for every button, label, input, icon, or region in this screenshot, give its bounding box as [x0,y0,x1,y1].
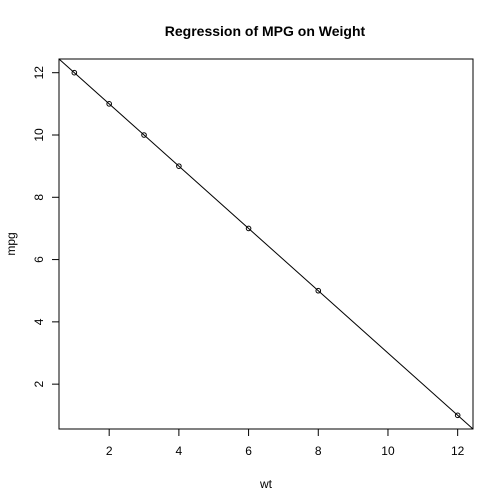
y-axis: 2 4 6 8 10 12 [32,66,60,387]
data-point [454,412,461,419]
x-tick-label: 10 [381,444,395,458]
regression-line-group [58,58,474,430]
data-point [106,101,112,107]
x-tick-label: 12 [451,444,465,458]
y-tick-label: 4 [32,318,46,325]
x-tick-label: 8 [315,444,322,458]
y-tick-label: 6 [32,256,46,263]
y-tick-label: 8 [32,194,46,201]
x-axis-label: wt [259,477,273,491]
data-point [315,287,322,294]
data-point [71,69,78,76]
x-tick-label: 4 [176,444,183,458]
x-tick-label: 6 [245,444,252,458]
y-tick-label: 2 [32,380,46,387]
data-points [71,69,461,419]
data-point [176,163,182,169]
y-tick-label: 12 [32,66,46,80]
chart-title: Regression of MPG on Weight [165,23,366,39]
x-tick-label: 2 [106,444,113,458]
y-axis-label: mpg [4,232,18,255]
y-tick-label: 10 [32,128,46,142]
data-point [245,225,252,232]
data-point [141,132,147,138]
x-axis: 2 4 6 8 10 12 [106,428,465,458]
regression-line [58,58,474,430]
